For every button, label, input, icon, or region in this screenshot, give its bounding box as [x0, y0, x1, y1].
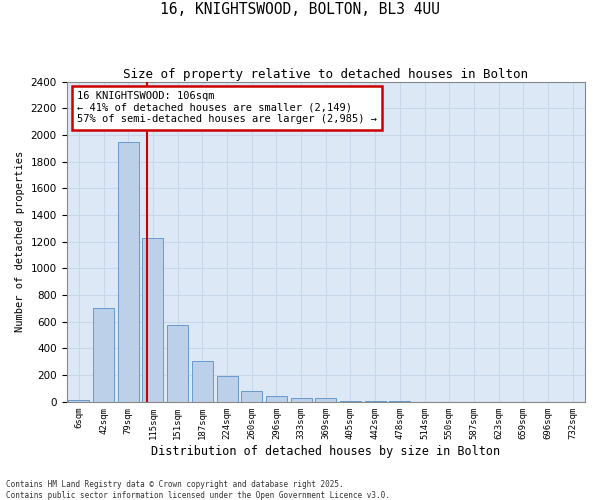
Bar — [118, 142, 139, 402]
Bar — [93, 308, 114, 402]
Bar — [241, 391, 262, 402]
Bar — [365, 401, 386, 402]
Bar — [340, 401, 361, 402]
Bar — [315, 398, 336, 402]
Bar — [192, 361, 213, 402]
X-axis label: Distribution of detached houses by size in Bolton: Distribution of detached houses by size … — [151, 444, 500, 458]
Title: Size of property relative to detached houses in Bolton: Size of property relative to detached ho… — [123, 68, 528, 80]
Bar — [167, 325, 188, 402]
Text: Contains HM Land Registry data © Crown copyright and database right 2025.
Contai: Contains HM Land Registry data © Crown c… — [6, 480, 390, 500]
Bar — [142, 238, 163, 402]
Text: 16 KNIGHTSWOOD: 106sqm
← 41% of detached houses are smaller (2,149)
57% of semi-: 16 KNIGHTSWOOD: 106sqm ← 41% of detached… — [77, 92, 377, 124]
Bar — [68, 400, 89, 402]
Text: 16, KNIGHTSWOOD, BOLTON, BL3 4UU: 16, KNIGHTSWOOD, BOLTON, BL3 4UU — [160, 2, 440, 18]
Bar — [266, 396, 287, 402]
Bar — [217, 376, 238, 402]
Bar — [290, 398, 311, 402]
Y-axis label: Number of detached properties: Number of detached properties — [15, 151, 25, 332]
